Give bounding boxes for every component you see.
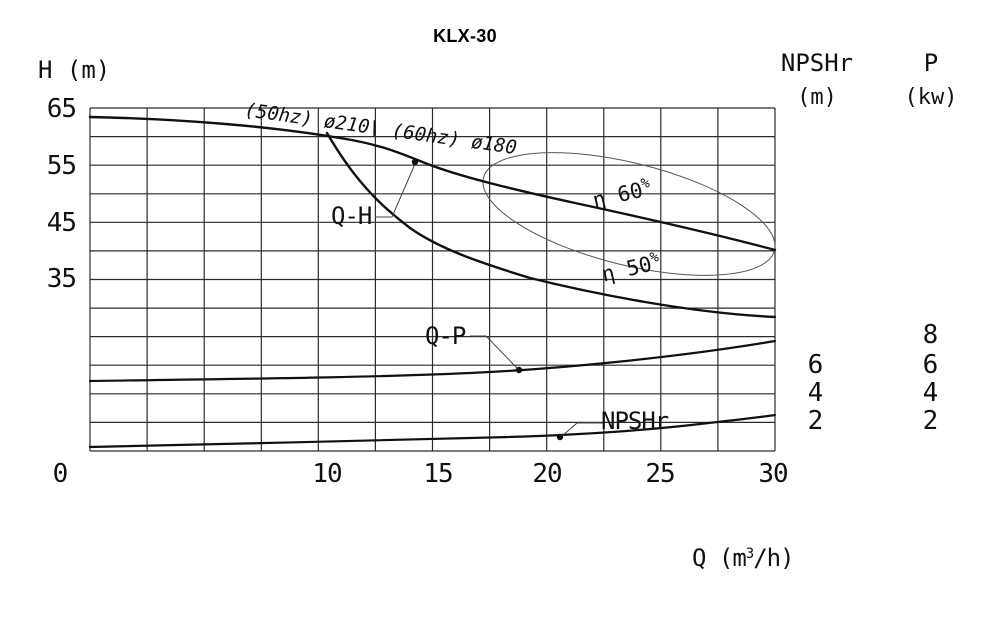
q-tick-25: 25 bbox=[645, 459, 675, 489]
h-tick-45: 45 bbox=[46, 208, 77, 238]
npshr-tick-6: 6 bbox=[807, 350, 824, 380]
chart-title: KLX-30 bbox=[433, 26, 497, 46]
q-axis-label-prefix: Q (m bbox=[692, 544, 747, 572]
h-tick-35: 35 bbox=[46, 264, 77, 294]
npshr-leader-line bbox=[561, 422, 603, 437]
q-tick-20: 20 bbox=[532, 459, 562, 489]
npshr-tick-2: 2 bbox=[807, 406, 824, 436]
npshr-axis-title: NPSHr bbox=[780, 49, 854, 77]
q-tick-0: 0 bbox=[52, 459, 69, 489]
npshr-axis-unit: (m) bbox=[797, 85, 837, 110]
qh-callout-label: Q-H bbox=[331, 202, 372, 230]
qp-leader-dot bbox=[515, 366, 523, 374]
qp-callout-label: Q-P bbox=[425, 322, 466, 350]
npshr-tick-4: 4 bbox=[807, 378, 824, 408]
npshr-curve bbox=[88, 413, 777, 449]
power-tick-4: 4 bbox=[922, 378, 939, 408]
power-tick-2: 2 bbox=[922, 406, 939, 436]
qp-leader-line bbox=[470, 335, 519, 370]
power-tick-6: 6 bbox=[922, 350, 939, 380]
h-axis-label: H (m) bbox=[38, 56, 111, 84]
power-axis-unit: (kw) bbox=[904, 85, 958, 110]
power-axis-title: P bbox=[923, 49, 939, 77]
h-tick-55: 55 bbox=[46, 151, 77, 181]
q-tick-30: 30 bbox=[758, 459, 788, 489]
qh-leader-dot bbox=[411, 158, 419, 166]
qp-curve bbox=[88, 339, 777, 383]
q-axis-label-sup: 3 bbox=[745, 546, 755, 562]
qh-lower-curve bbox=[325, 131, 777, 319]
q-axis-label: Q (m3/h) bbox=[692, 544, 795, 572]
qh-upper-curve bbox=[88, 115, 777, 252]
power-tick-8: 8 bbox=[922, 320, 939, 350]
npshr-callout-label: NPSHr bbox=[601, 407, 669, 435]
q-axis-label-suffix: /h) bbox=[753, 544, 794, 572]
qh-leader-line bbox=[375, 163, 416, 218]
npshr-leader-dot bbox=[556, 433, 564, 441]
q-tick-10: 10 bbox=[312, 459, 342, 489]
q-tick-15: 15 bbox=[423, 459, 453, 489]
h-tick-65: 65 bbox=[46, 94, 77, 124]
